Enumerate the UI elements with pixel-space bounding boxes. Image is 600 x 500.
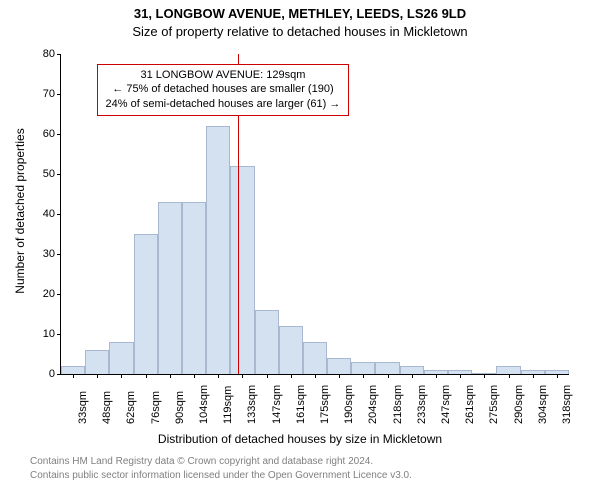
chart-title-address: 31, LONGBOW AVENUE, METHLEY, LEEDS, LS26… [0,6,600,21]
y-tick-mark [57,54,61,55]
histogram-bar [327,358,351,374]
x-tick-mark [412,374,413,378]
x-tick-label: 204sqm [367,385,379,424]
histogram-bar [400,366,424,374]
x-tick-label: 119sqm [222,386,234,424]
y-tick-mark [57,174,61,175]
histogram-bar [279,326,303,374]
x-tick-label: 290sqm [513,385,525,424]
x-tick-mark [388,374,389,378]
histogram-bar [206,126,230,374]
info-box-line2: ← 75% of detached houses are smaller (19… [106,82,341,97]
x-tick-label: 62sqm [125,391,137,424]
x-tick-label: 190sqm [343,385,355,424]
histogram-bar [85,350,109,374]
x-tick-label: 175sqm [319,385,331,424]
x-tick-mark [363,374,364,378]
histogram-bar [375,362,399,374]
x-tick-mark [533,374,534,378]
histogram-bar [61,366,85,374]
x-tick-label: 76sqm [150,391,162,424]
x-tick-label: 90sqm [174,391,186,424]
x-tick-label: 161sqm [295,385,307,424]
x-tick-mark [73,374,74,378]
y-tick-mark [57,334,61,335]
x-tick-mark [194,374,195,378]
histogram-bar [255,310,279,374]
x-tick-label: 133sqm [246,385,258,424]
x-tick-mark [267,374,268,378]
histogram-bar [158,202,182,374]
y-tick-mark [57,294,61,295]
x-tick-label: 233sqm [416,385,428,424]
x-tick-mark [170,374,171,378]
histogram-bar [109,342,133,374]
histogram-bar [351,362,375,374]
x-tick-mark [484,374,485,378]
x-tick-label: 318sqm [561,385,573,424]
x-tick-mark [557,374,558,378]
x-tick-label: 48sqm [101,391,113,424]
info-box-line3: 24% of semi-detached houses are larger (… [106,97,341,112]
x-tick-mark [97,374,98,378]
x-axis-label: Distribution of detached houses by size … [0,432,600,446]
x-tick-label: 33sqm [77,391,89,424]
footer-copyright: Contains HM Land Registry data © Crown c… [30,456,373,467]
x-tick-mark [242,374,243,378]
y-tick-mark [57,134,61,135]
plot-area: 0102030405060708033sqm48sqm62sqm76sqm90s… [60,54,569,375]
x-tick-label: 261sqm [464,385,476,424]
histogram-bar [496,366,520,374]
y-tick-mark [57,94,61,95]
histogram-bar [134,234,158,374]
x-tick-mark [146,374,147,378]
x-tick-mark [218,374,219,378]
x-tick-label: 275sqm [488,385,500,424]
x-tick-mark [509,374,510,378]
x-tick-label: 104sqm [198,385,210,424]
chart-container: 31, LONGBOW AVENUE, METHLEY, LEEDS, LS26… [0,0,600,500]
x-tick-label: 147sqm [271,385,283,424]
y-axis-label: Number of detached properties [13,111,27,311]
x-tick-label: 218sqm [392,385,404,424]
x-tick-mark [436,374,437,378]
histogram-bar [230,166,254,374]
histogram-bar [182,202,206,374]
y-tick-mark [57,374,61,375]
y-tick-mark [57,254,61,255]
footer-licence: Contains public sector information licen… [30,470,412,481]
x-tick-label: 304sqm [537,385,549,424]
x-tick-mark [315,374,316,378]
x-tick-label: 247sqm [440,385,452,424]
x-tick-mark [339,374,340,378]
info-box-line1: 31 LONGBOW AVENUE: 129sqm [106,68,341,83]
property-info-box: 31 LONGBOW AVENUE: 129sqm← 75% of detach… [97,64,350,117]
x-tick-mark [460,374,461,378]
y-tick-mark [57,214,61,215]
x-tick-mark [121,374,122,378]
chart-title-description: Size of property relative to detached ho… [0,24,600,39]
histogram-bar [303,342,327,374]
x-tick-mark [291,374,292,378]
